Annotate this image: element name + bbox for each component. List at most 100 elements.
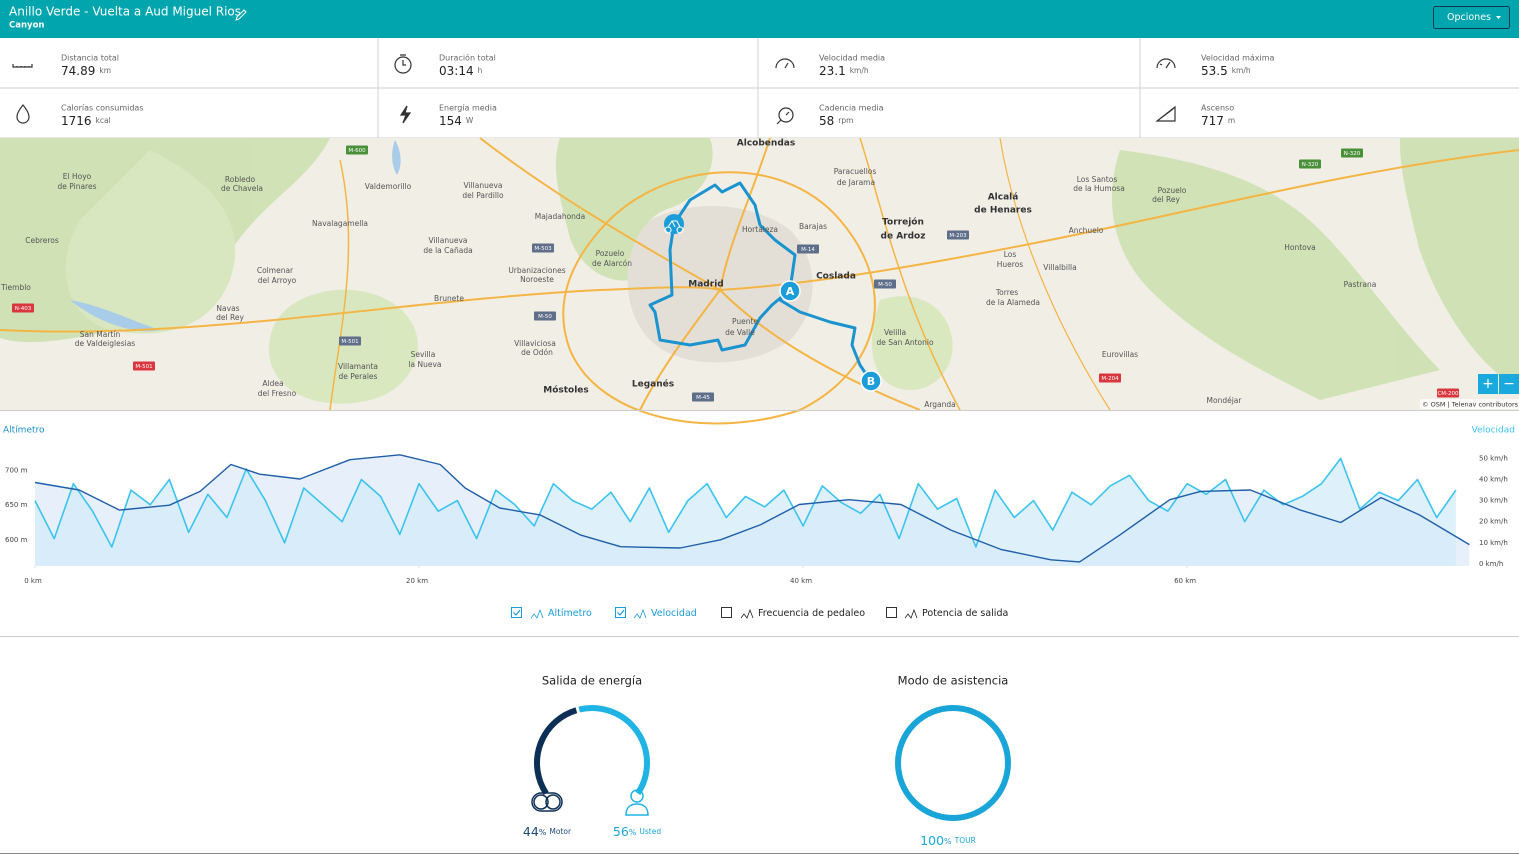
map-place-label: Arganda <box>924 400 956 409</box>
circle <box>533 794 549 810</box>
map-place-label: del Fresno <box>258 389 297 398</box>
zoom-in-button[interactable] <box>1478 374 1498 394</box>
path <box>639 289 721 411</box>
energy-title: Salida de energía <box>542 674 642 688</box>
road-shield-label: M-45 <box>696 395 710 401</box>
map-place-label: Torrejón <box>882 217 924 228</box>
map-place-label: Tiemblo <box>0 283 31 292</box>
map-place-label: de Henares <box>974 206 1032 216</box>
attribution-bg <box>1420 399 1519 409</box>
legend-label[interactable]: Potencia de salida <box>922 608 1008 619</box>
map-place-label: Sevilla <box>411 350 436 359</box>
path <box>1111 150 1440 400</box>
y2-tick-label: 20 km/h <box>1479 518 1508 526</box>
gauge-unit: % <box>944 837 952 846</box>
path <box>479 137 721 291</box>
edit-icon[interactable] <box>235 9 247 21</box>
options-button[interactable] <box>1433 6 1510 29</box>
map-place-label: Aldea <box>262 379 283 388</box>
legend-label[interactable]: Frecuencia de pedaleo <box>758 608 865 619</box>
legend-check <box>513 609 521 616</box>
legend-checkbox[interactable] <box>511 607 522 618</box>
gauge-arc <box>895 705 1011 821</box>
map-place-label: Móstoles <box>543 385 589 396</box>
gauge-label: 44% Motor <box>523 824 572 839</box>
water <box>70 140 401 332</box>
legend-checkbox[interactable] <box>615 607 626 618</box>
stat-icons <box>12 54 1176 125</box>
map-place-label: Robledo <box>225 175 256 184</box>
gauge-name: TOUR <box>954 836 976 845</box>
map[interactable]: A B + − © OSM | Telenav contributors El … <box>0 137 1519 425</box>
assist-title: Modo de asistencia <box>898 674 1009 688</box>
stat-label: Velocidad media <box>819 54 885 63</box>
map-place-label: Velilla <box>884 328 906 337</box>
x-tick-label: 0 km <box>24 577 42 585</box>
bike-name: Canyon <box>9 21 44 31</box>
circle <box>545 794 561 810</box>
map-place-label: Villanueva <box>429 236 468 245</box>
stat-value: 23.1 <box>819 64 846 78</box>
y-tick-label: 650 m <box>5 501 28 509</box>
map-attribution[interactable]: © OSM | Telenav contributors <box>1422 401 1519 409</box>
start-marker[interactable] <box>779 280 801 302</box>
y2-tick-label: 30 km/h <box>1479 497 1508 505</box>
end-marker[interactable] <box>860 370 882 392</box>
map-place-label: de la Humosa <box>1073 184 1125 193</box>
x-tick-label: 20 km <box>406 577 428 585</box>
legend-checkbox[interactable] <box>886 607 897 618</box>
map-roads <box>0 137 1519 425</box>
legend-checkbox[interactable] <box>721 607 732 618</box>
path <box>719 137 771 291</box>
map-place-label: Navalagamella <box>312 219 368 228</box>
bike-icon <box>664 220 684 234</box>
path <box>859 137 961 411</box>
stat-value-group: 154 W <box>439 114 474 128</box>
map-place-label: Hueros <box>997 260 1024 269</box>
road-shield-label: M-50 <box>878 282 892 288</box>
map-place-label: Los Santos <box>1077 175 1118 184</box>
map-place-label: Villamanta <box>338 362 378 371</box>
legend-icon <box>740 608 754 619</box>
options-label: Opciones <box>1447 12 1491 23</box>
map-place-label: Los <box>1004 250 1017 259</box>
map-place-label: Villaviciosa <box>514 339 556 348</box>
zoom-out-button[interactable] <box>1499 374 1519 394</box>
legend-label[interactable]: Velocidad <box>651 608 697 619</box>
road-shield <box>797 244 819 254</box>
map-place-label: Villalbilla <box>1043 263 1077 272</box>
path <box>1156 58 1176 69</box>
map-place-label: Pozuelo <box>596 249 625 258</box>
y-tick-label: 600 m <box>5 536 28 544</box>
map-place-label: Puente <box>732 317 758 326</box>
map-place-label: de Perales <box>339 372 378 381</box>
gauge-arc <box>534 707 578 796</box>
stat-value-group: 23.1 km/h <box>819 64 869 78</box>
path <box>871 296 953 390</box>
map-place-label: Brunete <box>434 294 464 303</box>
stat-value-group: 03:14 h <box>439 64 483 78</box>
map-place-label: Villanueva <box>464 181 503 190</box>
map-green-areas <box>0 138 1519 404</box>
circle <box>394 56 412 74</box>
map-place-label: Hortaleza <box>742 225 778 234</box>
gauge-unit: % <box>629 828 637 837</box>
map-place-label: Mondéjar <box>1207 396 1243 405</box>
path <box>999 137 1111 411</box>
legend-label[interactable]: Altímetro <box>548 608 592 619</box>
map-place-label: Eurovillas <box>1102 350 1138 359</box>
legend-icon <box>633 608 647 619</box>
map-place-label: del Rey <box>216 313 244 322</box>
end-marker-label: B <box>867 375 875 388</box>
zoom-in-label: + <box>1482 376 1494 392</box>
map-place-label: Madrid <box>688 280 723 290</box>
road-shield-label: N-403 <box>15 306 32 312</box>
map-place-label: de la Alameda <box>986 298 1040 307</box>
stat-value: 154 <box>439 114 462 128</box>
stat-unit: rpm <box>838 116 853 125</box>
stat-unit: m <box>1228 116 1235 125</box>
path <box>625 803 649 816</box>
x-tick-label: 60 km <box>1174 577 1196 585</box>
